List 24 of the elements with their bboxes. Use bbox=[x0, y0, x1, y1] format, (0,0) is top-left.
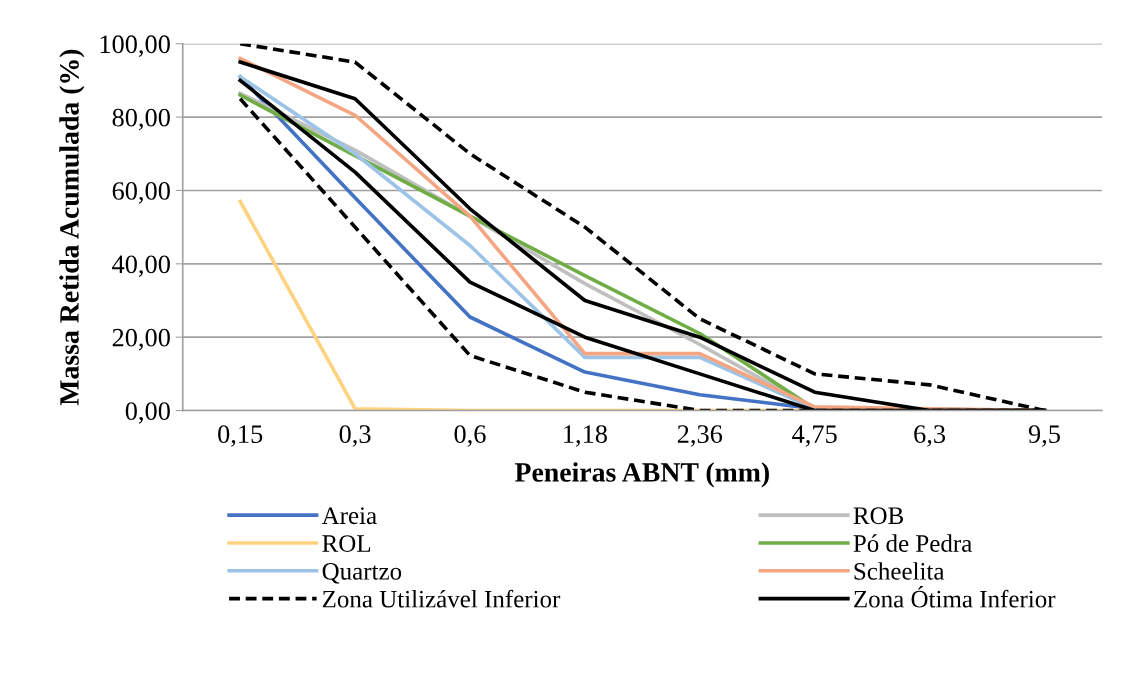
legend-label: Scheelita bbox=[854, 562, 945, 580]
legend-label: Quartzo bbox=[322, 562, 402, 584]
x-tick-label: 4,75 bbox=[792, 425, 837, 447]
legend-label: Areia bbox=[321, 507, 377, 525]
x-tick-label: 0,3 bbox=[339, 425, 371, 447]
legend-label: ROB bbox=[853, 507, 904, 525]
y-tick-label: 0,00 bbox=[125, 402, 170, 424]
legend-label: Zona Ótima Inferior bbox=[854, 585, 1056, 608]
legend-label: Zona Utilizável Inferior bbox=[322, 589, 561, 608]
y-tick-label: 100,00 bbox=[100, 35, 170, 57]
x-axis-title: Peneiras ABNT (mm) bbox=[514, 462, 769, 488]
y-tick-label: 80,00 bbox=[112, 108, 170, 131]
x-tick-label: 6,3 bbox=[914, 425, 946, 447]
x-tick-label: 0,15 bbox=[218, 425, 263, 447]
x-tick-label: 0,6 bbox=[454, 425, 486, 447]
y-tick-label: 60,00 bbox=[112, 182, 170, 204]
x-tick-label: 9,5 bbox=[1028, 425, 1060, 447]
x-tick-label: 1,18 bbox=[564, 425, 607, 447]
y-tick-label: 40,00 bbox=[112, 255, 170, 278]
y-axis-title: Massa Retida Acumulada (%) bbox=[59, 49, 85, 406]
x-tick-label: 2,36 bbox=[677, 425, 723, 447]
legend-label: ROL bbox=[322, 535, 371, 552]
y-tick-label: 20,00 bbox=[112, 328, 170, 351]
legend-label: Pó de Pedra bbox=[853, 534, 972, 552]
